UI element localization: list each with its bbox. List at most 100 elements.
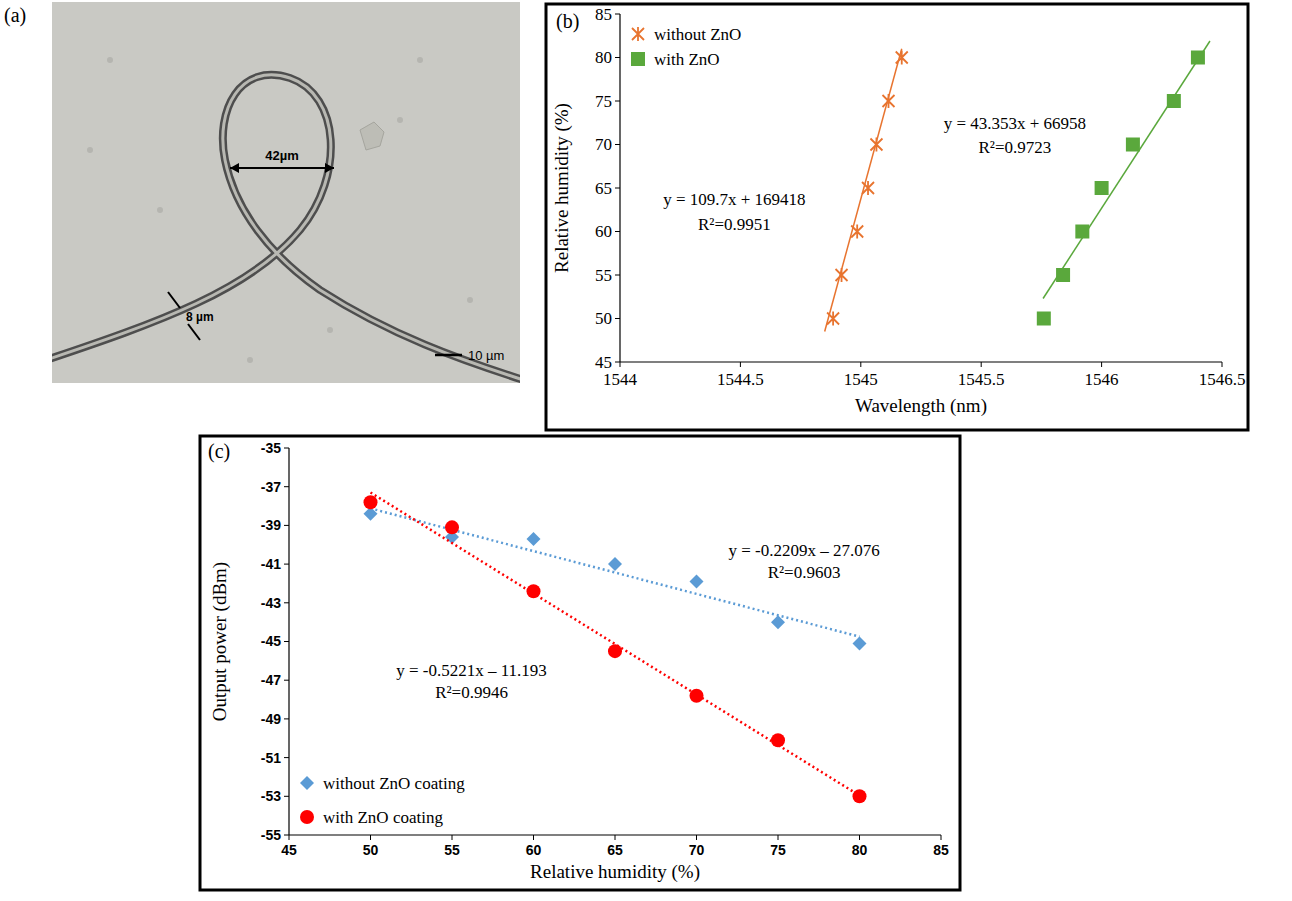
plot-area [825,41,1210,332]
legend-label: with ZnO [654,50,720,69]
scale-label: 10 µm [468,348,504,363]
x-tick [740,362,741,367]
image-panel: 42µm 8 µm 10 µm [40,2,530,383]
data-point [836,268,848,282]
x-tick [533,835,534,840]
y-tick [284,641,289,642]
y-tick-label: 70 [595,135,612,154]
dimension-label: 8 µm [186,310,214,324]
y-tick [615,275,620,276]
y-tick [284,835,289,836]
speck [157,207,163,213]
y-tick [615,14,620,15]
data-point [364,495,378,509]
y-tick [284,486,289,487]
speck [327,327,333,333]
chart: 15441544.515451545.515461546.54550556065… [546,4,1248,430]
data-point [862,181,874,195]
y-tick-label: 75 [595,92,612,111]
chart-frame [200,436,960,890]
x-tick [452,835,453,840]
y-tick [284,796,289,797]
data-point [827,312,839,326]
x-tick [981,362,982,367]
dimension-label: 42µm [265,148,299,163]
x-tick-label: 1546 [1085,370,1119,389]
y-tick-label: -45 [261,633,281,649]
trend-line [1043,41,1210,299]
x-axis-title: Relative humidity (%) [530,861,700,883]
y-tick [615,318,620,319]
fit-equation: R²=0.9723 [979,138,1052,157]
x-tick [941,835,942,840]
trend-line [371,508,860,636]
data-point [1191,51,1205,65]
y-tick [615,362,620,363]
data-point [1075,225,1089,239]
data-point [527,584,541,598]
legend-marker [300,776,314,790]
y-tick-label: 80 [595,48,612,67]
x-tick-label: 1544.5 [717,370,764,389]
y-tick-label: -47 [261,672,281,688]
x-tick-label: 50 [363,842,379,858]
data-point [1167,94,1181,108]
x-axis [620,361,1222,362]
legend-label: without ZnO [654,25,741,44]
y-tick-label: -37 [261,479,281,495]
micrograph [52,57,520,382]
debris [360,122,384,150]
x-tick [860,362,861,367]
trend-line [825,49,902,332]
legend-label: without ZnO coating [323,774,465,793]
data-point [1095,181,1109,195]
y-tick-label: -55 [261,827,281,843]
data-point [445,520,459,534]
y-tick [615,144,620,145]
fit-equation: y = -0.2209x – 27.076 [728,541,879,560]
speck [247,357,253,363]
panel-label: (b) [556,10,579,33]
dimension-arrow [188,324,200,340]
fit-equation: R²=0.9946 [435,683,508,702]
speck [397,117,403,123]
data-point [527,532,541,546]
panel-label: (a) [4,4,26,27]
x-tick [778,835,779,840]
panel-label: (c) [208,440,230,463]
x-tick [1222,362,1223,367]
data-point [851,225,863,239]
x-tick [615,835,616,840]
y-tick [284,602,289,603]
fit-equation: R²=0.9603 [768,563,841,582]
fiber-edge [52,75,520,382]
data-point [1037,312,1051,326]
legend: without ZnO coatingwith ZnO coating [300,774,465,827]
x-tick [289,835,290,840]
speck [107,57,113,63]
fit-equation: y = 109.7x + 169418 [663,190,805,209]
legend-marker [632,27,644,41]
y-tick-label: 45 [595,353,612,372]
data-point [896,51,908,65]
data-point [690,689,704,703]
plot-area [364,493,867,804]
x-tick-label: 1545 [844,370,878,389]
y-tick-label: -53 [261,788,281,804]
y-tick-label: -43 [261,595,281,611]
y-tick-label: -49 [261,711,281,727]
x-tick-label: 1546.5 [1199,370,1246,389]
x-tick [1101,362,1102,367]
y-tick-label: -39 [261,517,281,533]
y-tick-label: -41 [261,556,281,572]
x-tick-label: 45 [281,842,297,858]
x-tick [696,835,697,840]
data-point [771,615,785,629]
y-tick [615,231,620,232]
figure: 42µm8 µm10 µm(a)15441544.515451545.51546… [0,0,1292,901]
speck [467,297,473,303]
x-tick [370,835,371,840]
y-tick [284,718,289,719]
y-tick [615,188,620,189]
y-axis-title: Output power (dBm) [209,562,231,721]
